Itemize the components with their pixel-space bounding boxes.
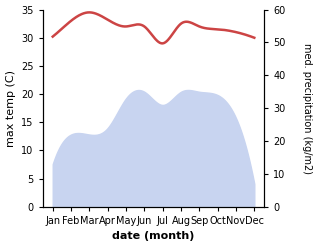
X-axis label: date (month): date (month) xyxy=(112,231,195,242)
Y-axis label: max temp (C): max temp (C) xyxy=(5,70,16,147)
Y-axis label: med. precipitation (kg/m2): med. precipitation (kg/m2) xyxy=(302,43,313,174)
